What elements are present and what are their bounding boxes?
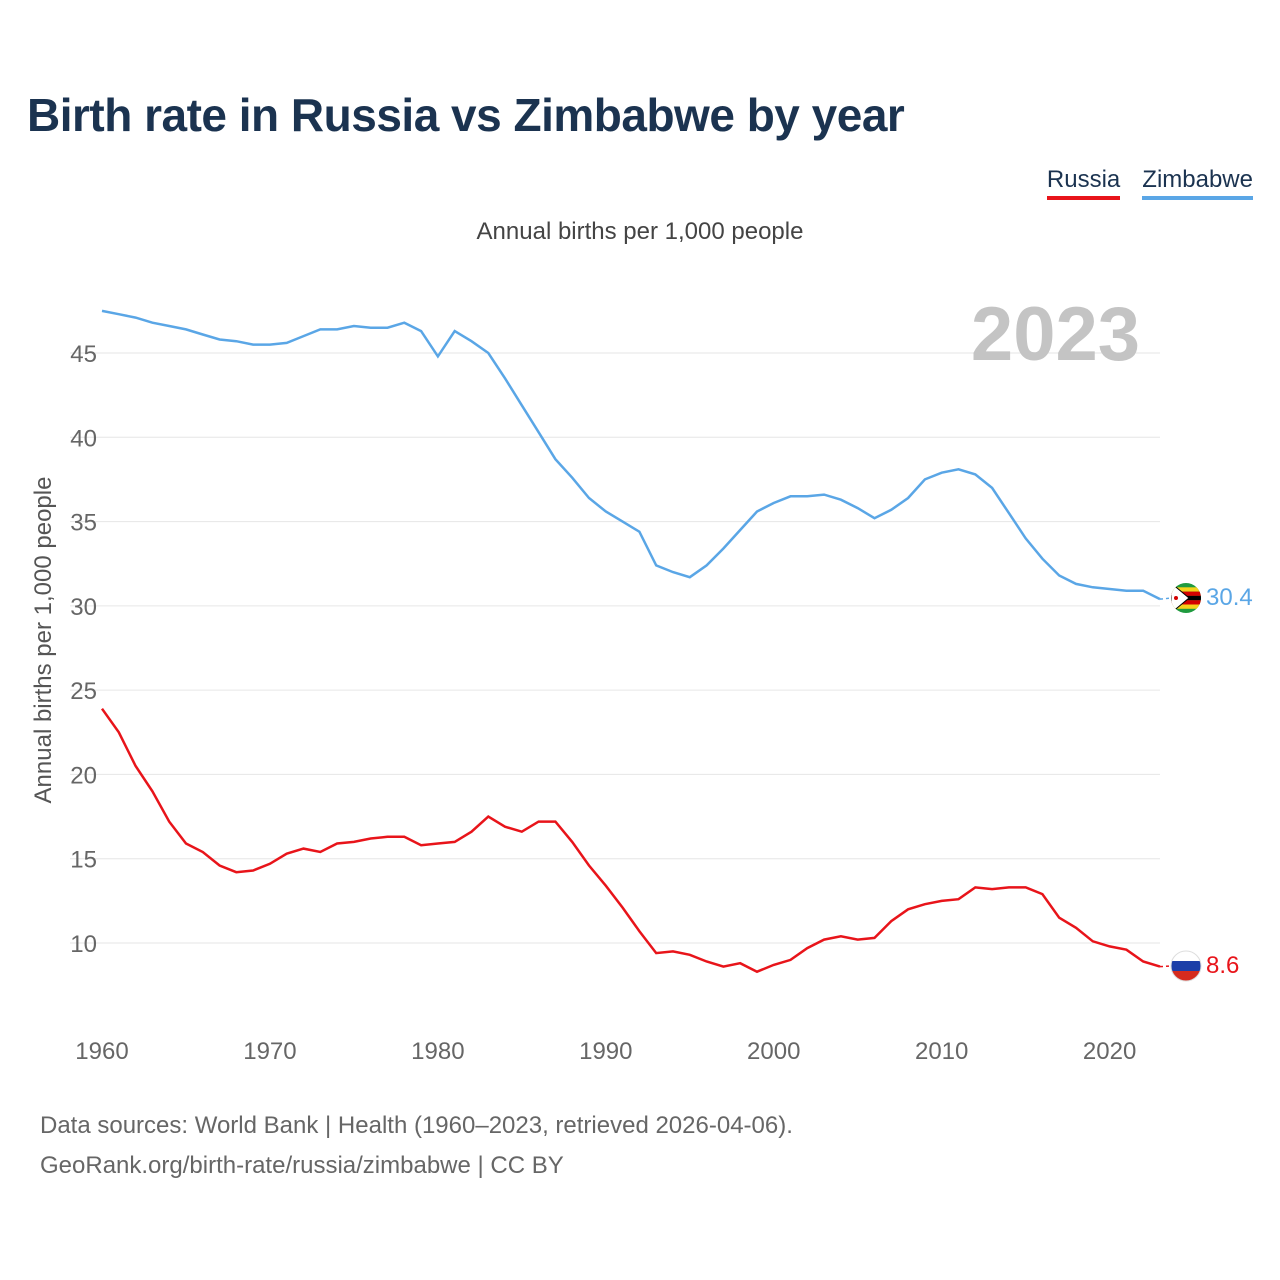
footer-link[interactable]: GeoRank.org/birth-rate/russia/zimbabwe |… <box>40 1152 564 1179</box>
line-chart: 10 15 20 25 30 35 40 45 1960 1970 1980 1990 2000 201… <box>30 292 1253 1065</box>
x-axis-ticks: 1960 1970 1980 1990 2000 2010 2020 <box>75 1038 1136 1065</box>
y-axis-label: Annual births per 1,000 people <box>30 477 57 804</box>
chart-title: Birth rate in Russia vs Zimbabwe by year <box>27 89 905 141</box>
x-tick-label-2010: 2010 <box>915 1038 968 1065</box>
x-tick-label-2020: 2020 <box>1083 1038 1136 1065</box>
zimbabwe-flag-icon <box>1171 583 1201 613</box>
x-tick-label-1970: 1970 <box>243 1038 296 1065</box>
y-tick-label-10: 10 <box>70 931 97 958</box>
x-tick-label-1960: 1960 <box>75 1038 128 1065</box>
footer-sources: Data sources: World Bank | Health (1960–… <box>40 1112 793 1139</box>
legend-item-russia[interactable]: Russia <box>1046 166 1121 200</box>
end-label-zimbabwe: 30.4 <box>1206 584 1253 611</box>
russia-flag-icon <box>1170 950 1202 982</box>
series-line-russia <box>100 707 1161 974</box>
legend-item-zimbabwe[interactable]: Zimbabwe <box>1142 166 1253 200</box>
end-leader-russia <box>1159 965 1173 968</box>
footer: Data sources: World Bank | Health (1960–… <box>40 1106 793 1186</box>
end-leader-zimbabwe <box>1159 597 1173 600</box>
y-tick-label-30: 30 <box>70 594 97 621</box>
legend: Russia Zimbabwe <box>1046 166 1253 200</box>
y-tick-label-35: 35 <box>70 510 97 537</box>
x-tick-label-2000: 2000 <box>747 1038 800 1065</box>
x-tick-label-1990: 1990 <box>579 1038 632 1065</box>
y-axis-ticks: 10 15 20 25 30 35 40 45 <box>70 341 97 958</box>
x-tick-label-1980: 1980 <box>411 1038 464 1065</box>
series-line-zimbabwe <box>101 309 1161 601</box>
y-tick-label-25: 25 <box>70 678 97 705</box>
y-tick-label-45: 45 <box>70 341 97 368</box>
y-tick-label-15: 15 <box>70 847 97 874</box>
end-label-russia: 8.6 <box>1206 952 1239 979</box>
y-tick-label-40: 40 <box>70 425 97 452</box>
y-tick-label-20: 20 <box>70 762 97 789</box>
year-watermark: 2023 <box>971 292 1140 377</box>
chart-subtitle: Annual births per 1,000 people <box>476 218 804 245</box>
grid-lines <box>70 352 1160 944</box>
